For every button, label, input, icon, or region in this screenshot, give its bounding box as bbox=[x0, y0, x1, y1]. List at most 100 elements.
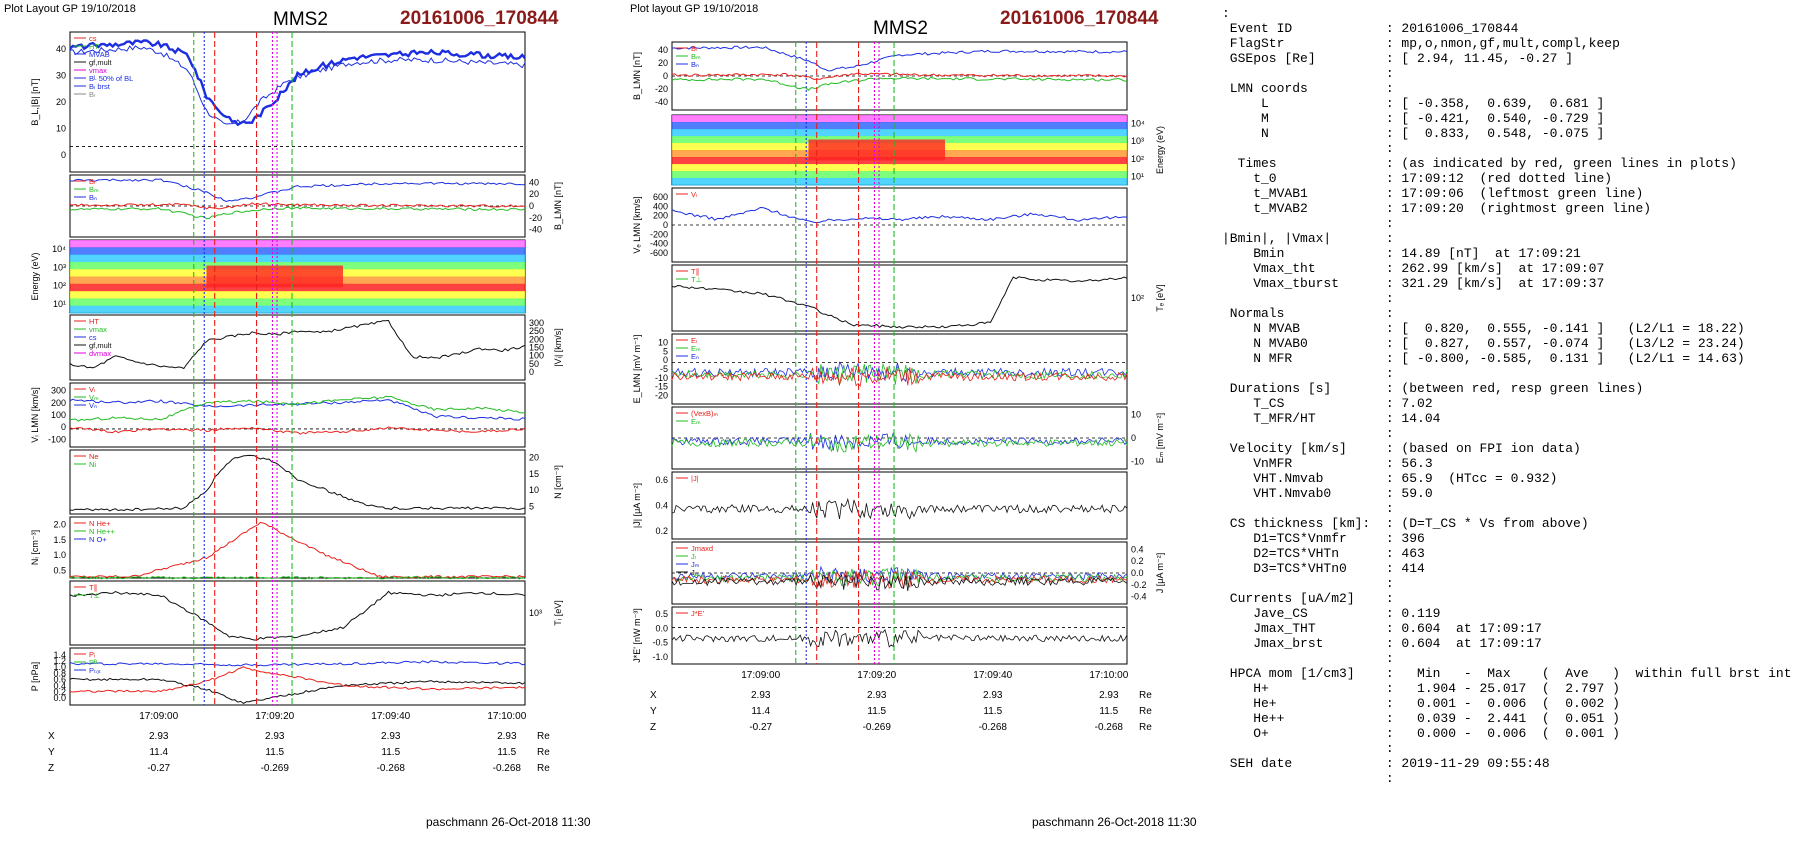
left-panel-1-legend-label: gf,mult bbox=[89, 58, 112, 67]
right-panel-7-frame bbox=[671, 471, 1128, 540]
left-position-unit: Re bbox=[537, 747, 550, 758]
left-panel-1-series-2 bbox=[69, 45, 526, 125]
left-panel-5-tick: -100 bbox=[48, 434, 66, 444]
left-panel-5-series-2 bbox=[69, 395, 526, 422]
left-panel-1-legend-label: Bₗ bbox=[89, 90, 95, 99]
right-panel-2-spectrogram-band bbox=[672, 115, 1127, 123]
left-panel-1-legend-label: HT bbox=[89, 42, 99, 51]
left-panel-4-tick: 50 bbox=[529, 359, 539, 369]
left-panel-2-legend-label: Bₙ bbox=[89, 193, 97, 202]
right-panel-1-series-3 bbox=[671, 72, 1128, 81]
summary-line: H+ : 1.904 - 25.017 ( 2.797 ) bbox=[1222, 681, 1620, 696]
summary-line: LMN coords : bbox=[1222, 81, 1394, 96]
right-panel-3-legend-label: Vₗ bbox=[691, 190, 697, 199]
right-panel-7-trace-1 bbox=[671, 497, 1128, 520]
left-panel-2-tick: 20 bbox=[529, 189, 539, 199]
right-panel-8-legend-label: Jₗ bbox=[691, 552, 696, 561]
right-panel-1-ylabel: B_LMN [nT] bbox=[632, 52, 642, 100]
summary-line: : bbox=[1222, 576, 1394, 591]
left-position-value: -0.268 bbox=[377, 763, 406, 774]
left-panel-1-tick: 40 bbox=[56, 44, 66, 54]
left-panel-7-series-1 bbox=[69, 521, 526, 579]
right-panel-2-spectrogram-band bbox=[672, 129, 1127, 137]
left-panel-2-ylabel: B_LMN [nT] bbox=[553, 182, 563, 230]
left-plot-header: Plot Layout GP 19/10/2018 bbox=[4, 3, 136, 15]
right-panel-3-tick: 0 bbox=[663, 220, 668, 230]
right-position-unit: Re bbox=[1139, 706, 1152, 717]
summary-line: Durations [s] : (between red, resp green… bbox=[1222, 381, 1644, 396]
right-panel-2-spectrogram-band bbox=[672, 171, 1127, 179]
left-panel-3-tick: 10² bbox=[53, 281, 66, 291]
left-panel-4-tick: 0 bbox=[529, 367, 534, 377]
left-panel-8-legend-label: T⊥ bbox=[89, 591, 101, 600]
right-panel-4-ylabel: Tₑ [eV] bbox=[1155, 284, 1165, 311]
right-panel-7-legend-label: |J| bbox=[691, 474, 699, 483]
left-panel-4-legend-label: dvmax bbox=[89, 349, 111, 358]
left-time-tick: 17:09:20 bbox=[255, 711, 294, 722]
right-panel-1-tick: 20 bbox=[658, 58, 668, 68]
summary-line: Jmax_brst : 0.604 at 17:09:17 bbox=[1222, 636, 1542, 651]
right-plot-header: Plot layout GP 19/10/2018 bbox=[630, 3, 759, 15]
right-panel-5-tick: 10 bbox=[658, 337, 668, 347]
left-panel-1-ylabel: B_L,|B| [nT] bbox=[30, 78, 40, 125]
left-panel-4-tick: 200 bbox=[529, 334, 544, 344]
right-panel-5-tick: -20 bbox=[655, 391, 668, 401]
left-panel-3-spectrogram-band bbox=[70, 254, 525, 263]
left-panel-5-legend-label: Vₗ bbox=[89, 385, 95, 394]
left-panel-9-tick: 0.0 bbox=[53, 693, 66, 703]
right-panel-6-tick: 0 bbox=[1131, 433, 1136, 443]
right-panel-5-tick: 0 bbox=[663, 355, 668, 365]
right-position-value: -0.268 bbox=[1095, 722, 1124, 733]
left-panel-1-legend-label: MVAB bbox=[89, 50, 110, 59]
right-panel-8-legend-label: Jmaxd bbox=[691, 544, 713, 553]
summary-line: : bbox=[1222, 6, 1230, 21]
left-panel-7-legend-label: N O+ bbox=[89, 535, 107, 544]
left-panel-1-legend-label: vmax bbox=[89, 66, 107, 75]
left-time-tick: 17:09:00 bbox=[139, 711, 178, 722]
left-panel-7-ylabel: Nᵢ [cm⁻³] bbox=[30, 530, 40, 565]
right-panel-7-tick: 0.6 bbox=[655, 475, 668, 485]
left-panel-1-tick: 30 bbox=[56, 70, 66, 80]
right-position-row-label: Z bbox=[650, 722, 656, 733]
right-panel-4-legend-label: T∥ bbox=[691, 267, 699, 276]
right-panel-8-trace-4 bbox=[671, 573, 1128, 592]
right-panel-8-tick: -0.2 bbox=[1131, 580, 1147, 590]
left-panel-5-series-1 bbox=[69, 398, 526, 421]
left-position-value: -0.27 bbox=[147, 763, 170, 774]
right-panel-2-spectrogram-band bbox=[672, 122, 1127, 130]
left-panel-3-spectrogram-peak bbox=[206, 265, 343, 288]
right-panel-2-spectrogram-band bbox=[672, 157, 1127, 165]
right-panel-3-tick: -200 bbox=[650, 229, 668, 239]
left-panel-4-tick: 300 bbox=[529, 318, 544, 328]
right-panel-1-series-2 bbox=[671, 76, 1128, 91]
left-position-unit: Re bbox=[537, 731, 550, 742]
left-panel-9-series-1 bbox=[69, 660, 526, 667]
summary-line: : bbox=[1222, 366, 1394, 381]
right-panel-3-ylabel: Vₑ LMN [km/s] bbox=[632, 196, 642, 253]
summary-line: t_0 : 17:09:12 (red dotted line) bbox=[1222, 171, 1613, 186]
left-panel-6-frame bbox=[69, 449, 526, 515]
summary-line: : bbox=[1222, 741, 1394, 756]
summary-line: : bbox=[1222, 216, 1394, 231]
left-panel-6-tick: 5 bbox=[529, 501, 534, 511]
left-panel-1-legend-label: Bₗ brst bbox=[89, 82, 111, 91]
right-position-row-label: Y bbox=[650, 706, 657, 717]
right-panel-2-tick: 10¹ bbox=[1131, 172, 1144, 182]
left-panel-6-ylabel: N [cm⁻³] bbox=[553, 465, 563, 499]
right-position-unit: Re bbox=[1139, 722, 1152, 733]
summary-line: VHT.Nmvab0 : 59.0 bbox=[1222, 486, 1433, 501]
left-panel-7-tick: 2.0 bbox=[53, 519, 66, 529]
right-panel-4-series-1 bbox=[671, 276, 1128, 329]
right-time-tick: 17:10:00 bbox=[1089, 670, 1128, 681]
left-panel-3-tick: 10⁴ bbox=[52, 244, 66, 254]
left-panel-6-series-1 bbox=[69, 454, 526, 512]
left-panel-3-spectrogram-band bbox=[70, 291, 525, 299]
right-panel-2-ylabel: Energy (eV) bbox=[1155, 126, 1165, 174]
summary-line: VHT.Nmvab : 65.9 (HTcc = 0.932) bbox=[1222, 471, 1558, 486]
summary-line: Times : (as indicated by red, green line… bbox=[1222, 156, 1737, 171]
right-panel-5-tick: 5 bbox=[663, 346, 668, 356]
right-panel-2-tick: 10² bbox=[1131, 154, 1144, 164]
left-position-value: -0.268 bbox=[493, 763, 522, 774]
left-panel-9-tick: 0.2 bbox=[53, 687, 66, 697]
left-panel-7-series-2 bbox=[69, 575, 526, 580]
